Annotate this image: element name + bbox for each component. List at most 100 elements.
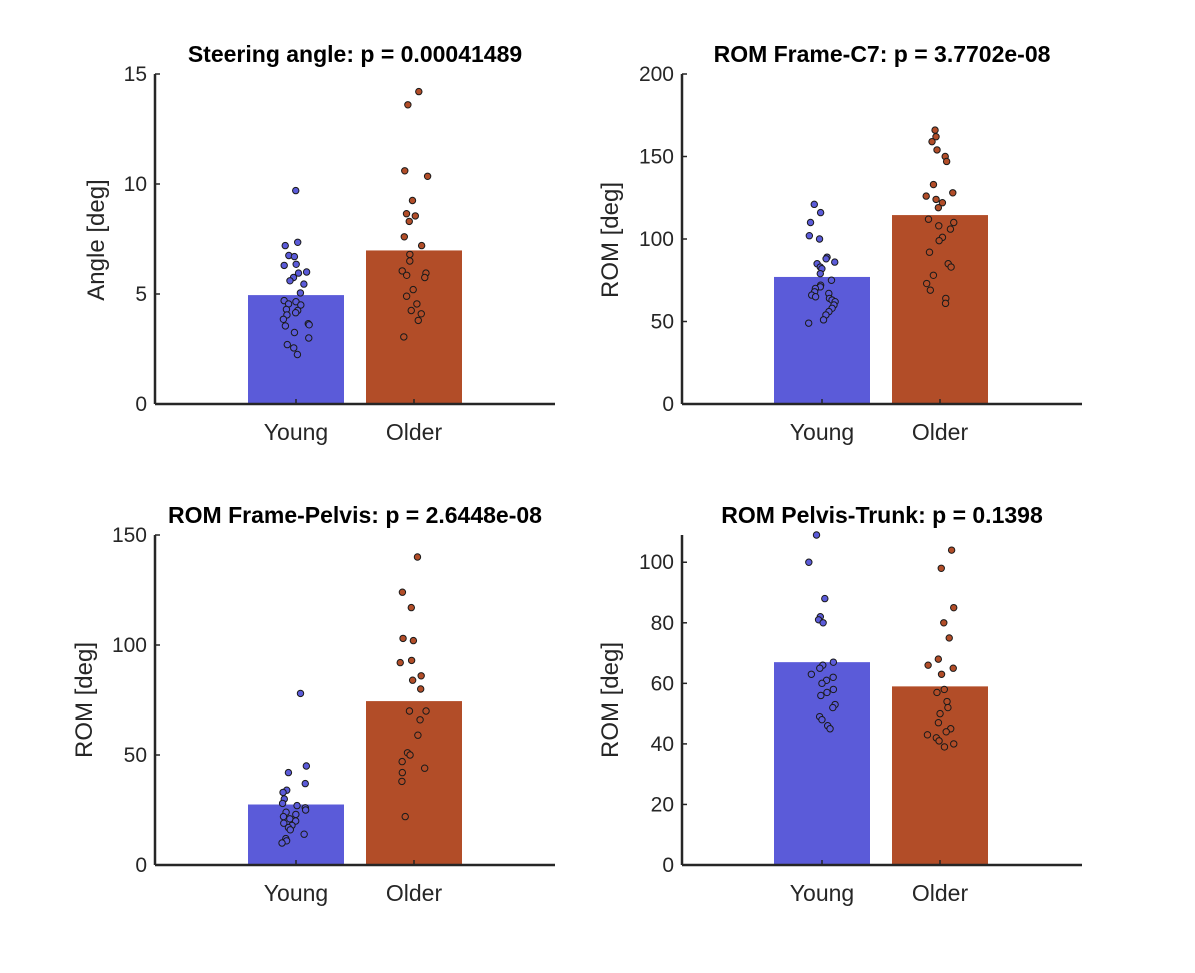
y-tick-label: 0 <box>135 854 147 877</box>
data-point-older <box>944 703 952 712</box>
data-point-older <box>401 812 409 821</box>
data-point-young <box>281 241 289 250</box>
data-point-older <box>929 180 938 189</box>
bar-young <box>774 276 870 404</box>
data-point-older <box>413 553 422 561</box>
data-point-older <box>402 292 411 300</box>
data-point-young <box>293 350 302 359</box>
data-point-older <box>411 212 420 220</box>
data-point-older <box>406 250 414 259</box>
bar-older <box>366 701 462 865</box>
data-point-older <box>924 661 932 669</box>
data-point-older <box>940 685 948 694</box>
data-point-older <box>406 257 414 265</box>
data-point-young <box>294 238 302 247</box>
data-point-young <box>279 788 287 797</box>
data-point-older <box>943 697 951 706</box>
data-point-older <box>398 267 406 275</box>
data-point-young <box>300 830 308 838</box>
data-point-older <box>398 768 407 777</box>
data-point-older <box>938 199 947 207</box>
y-tick-label: 100 <box>639 551 674 574</box>
data-point-young <box>829 673 837 681</box>
data-point-young <box>278 799 287 808</box>
data-point-older <box>923 731 932 739</box>
data-point-older <box>946 225 955 233</box>
data-point-young <box>805 558 813 566</box>
x-tick-label-young: Young <box>264 880 328 906</box>
data-point-older <box>932 133 940 141</box>
data-point-older <box>407 306 415 315</box>
data-point-young <box>818 679 826 688</box>
data-point-older <box>409 636 418 645</box>
data-point-young <box>292 260 300 268</box>
data-point-older <box>405 217 413 226</box>
x-tick-label-young: Young <box>790 419 854 445</box>
plot-area: 0 5 10 15 <box>124 63 555 416</box>
data-point-young <box>279 812 288 821</box>
data-point-young <box>305 321 313 329</box>
y-tick-label: 50 <box>651 311 674 334</box>
data-point-young <box>291 309 300 317</box>
data-point-young <box>819 316 828 324</box>
data-point-young <box>300 280 308 288</box>
data-point-young <box>297 301 305 309</box>
data-point-older <box>402 210 411 218</box>
data-point-older <box>417 241 426 250</box>
data-point-young <box>292 186 300 195</box>
data-point-older <box>404 101 412 109</box>
data-point-older <box>415 87 423 96</box>
data-point-older <box>400 333 408 341</box>
y-axis-label: Angle [deg] <box>83 179 110 300</box>
x-tick-label-older: Older <box>912 880 969 906</box>
data-point-young <box>301 806 310 814</box>
data-point-older <box>935 236 943 245</box>
data-point-older <box>398 588 407 596</box>
y-tick-label: 0 <box>662 854 674 877</box>
data-point-young <box>816 208 825 217</box>
chart-title: ROM Pelvis-Trunk: p = 0.1398 <box>721 502 1043 528</box>
data-point-young <box>804 319 813 327</box>
data-point-older <box>934 719 943 727</box>
data-point-older <box>924 215 933 223</box>
data-point-older <box>402 271 411 279</box>
data-point-young <box>826 725 834 733</box>
data-point-older <box>409 285 417 294</box>
data-point-young <box>812 531 821 539</box>
data-point-older <box>398 757 406 766</box>
data-point-young <box>278 839 286 847</box>
data-point-young <box>827 276 836 284</box>
y-axis-label: ROM [deg] <box>71 642 98 758</box>
data-point-young <box>293 801 301 810</box>
data-point-older <box>950 603 958 612</box>
data-point-young <box>284 768 293 777</box>
y-tick-label: 150 <box>112 524 147 547</box>
subplot-rom-pelvis-trunk: ROM Pelvis-Trunk: p = 0.1398 ROM [deg] 0… <box>597 502 1082 906</box>
data-point-older <box>399 634 407 643</box>
data-point-young <box>305 334 313 342</box>
data-point-older <box>408 196 417 205</box>
data-point-young <box>281 322 290 330</box>
x-tick-label-older: Older <box>386 419 443 445</box>
data-point-older <box>935 737 943 745</box>
data-point-older <box>422 707 430 715</box>
data-point-older <box>950 740 958 748</box>
y-tick-label: 150 <box>639 146 674 169</box>
data-point-older <box>405 707 414 715</box>
data-point-older <box>937 670 946 678</box>
y-tick-label: 200 <box>639 63 674 86</box>
data-point-older <box>922 192 930 200</box>
data-point-older <box>417 310 425 318</box>
data-point-older <box>416 716 424 724</box>
data-point-young <box>806 218 815 227</box>
data-point-older <box>935 222 943 230</box>
data-point-older <box>932 195 940 204</box>
data-point-older <box>929 271 938 279</box>
data-point-older <box>401 167 409 175</box>
data-point-older <box>949 189 957 197</box>
y-tick-label: 20 <box>651 793 674 816</box>
data-point-young <box>290 328 299 337</box>
subplot-steering-angle: Steering angle: p = 0.00041489 Angle [de… <box>83 41 555 445</box>
plot-area: 0 20 40 60 80 100 <box>639 531 1082 877</box>
data-point-young <box>302 268 311 276</box>
